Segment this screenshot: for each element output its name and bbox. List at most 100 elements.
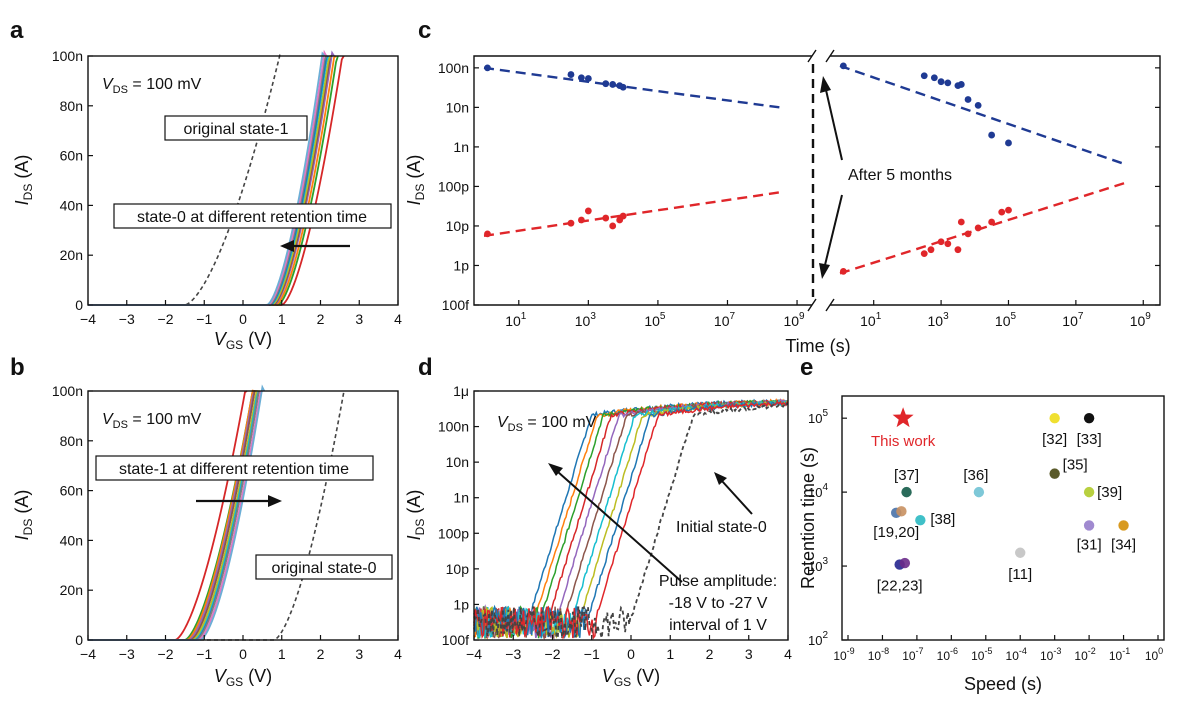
panel-b-ytick-label: 100n xyxy=(52,383,83,399)
panel-e-point xyxy=(1015,547,1026,558)
panel-c-xtick-base: 10 xyxy=(1130,313,1146,329)
panel-e-xtick-exp: -4 xyxy=(1019,646,1027,656)
panel-d-arrow-pulse-head xyxy=(548,463,563,476)
panel-d-xtick-label: 0 xyxy=(627,646,635,662)
panel-c-right-blue-point xyxy=(974,102,982,109)
panel-d-series-curve xyxy=(473,400,788,640)
panel-e-point xyxy=(1083,486,1095,498)
panel-a-xtick-label: 1 xyxy=(278,311,286,327)
panel-c-left-xtick-label: 109 xyxy=(783,311,805,329)
panel-c-right-xtick-label: 105 xyxy=(995,311,1017,329)
panel-a-ytick-label: 0 xyxy=(75,297,83,313)
panel-e-xtick-exp: -2 xyxy=(1088,646,1096,656)
panel-e-ytick-label: 103 xyxy=(808,556,828,574)
panel-d-xticks: −4 −3 −2 −1 0 1 2 3 4 xyxy=(466,635,792,662)
panel-e-xtick-label: 100 xyxy=(1145,646,1163,663)
panel-e-xtick-label: 10-6 xyxy=(937,646,958,663)
panel-c-ytick-label: 100n xyxy=(438,60,469,76)
panel-b-ytick-label: 20n xyxy=(60,582,83,598)
panel-e-xtick-exp: -7 xyxy=(916,646,924,656)
panel-e-point xyxy=(1049,468,1060,479)
panel-e-ytick-label: 102 xyxy=(808,630,828,648)
panel-e-xtick-base: 10 xyxy=(1006,649,1020,663)
panel-b-ytick-label: 80n xyxy=(60,433,83,449)
panel-d-annotation-pulse-range: -18 V to -27 V xyxy=(669,595,768,612)
panel-d-xtick-label: 3 xyxy=(745,646,753,662)
panel-d-series-curve xyxy=(473,398,788,641)
panel-e-xtick-label: 10-5 xyxy=(971,646,992,663)
panel-d-xtick-label: −2 xyxy=(545,646,561,662)
panel-e-xtick-exp: -6 xyxy=(950,646,958,656)
panel-a-ytick-label: 100n xyxy=(52,48,83,64)
panel-b-ytick-label: 0 xyxy=(75,632,83,648)
panel-e-xtick-exp: -3 xyxy=(1053,646,1061,656)
panel-b-xtick-label: −3 xyxy=(119,646,135,662)
panel-a-xtick-label: 3 xyxy=(355,311,363,327)
panel-d-series-curve xyxy=(473,400,788,640)
panel-c-annotation-after-5-months: After 5 months xyxy=(848,167,952,184)
panel-e: 10-9 10-8 10-7 10-6 10-5 10-4 10-3 10-2 10-1 100 … xyxy=(798,395,1165,694)
panel-d-annotation-initial-state-0: Initial state-0 xyxy=(676,519,767,536)
panel-c-right-red-point xyxy=(957,218,965,226)
panel-a-xtick-label: −1 xyxy=(196,311,212,327)
panel-c-left-blue-point xyxy=(609,81,617,88)
panel-c-axis-break xyxy=(807,49,835,312)
panel-e-xtick-label: 10-9 xyxy=(833,646,854,663)
panel-d-xtick-label: 4 xyxy=(784,646,792,662)
panel-e-ytick-label: 104 xyxy=(808,482,828,500)
panel-c-left-blue-point xyxy=(577,74,585,82)
panel-e-frame xyxy=(841,395,1165,641)
panel-c-right-red-point xyxy=(937,238,945,246)
panel-c-arrow-down-head xyxy=(819,263,830,279)
panel-c-left-red-point xyxy=(609,222,617,230)
panel-label-e: e xyxy=(800,354,813,381)
panel-c-left-red-point xyxy=(584,207,592,215)
panel-e-points: This work [32] [33] [37] [36] [35] [39] [19,20]… xyxy=(871,407,1136,595)
panel-a-xtick-label: 0 xyxy=(239,311,247,327)
panel-b-xtick-label: −4 xyxy=(80,646,96,662)
panel-c-xtick-base: 10 xyxy=(714,313,730,329)
panel-d-xtick-label: 2 xyxy=(706,646,714,662)
panel-b-annotation-box-2 xyxy=(255,554,393,580)
panel-d-yticks: 100f 1p 10p 100p 1n 10n 100n 1μ xyxy=(438,383,479,648)
panel-a-xtick-label: 2 xyxy=(317,311,325,327)
panel-b-ytick-label: 60n xyxy=(60,483,83,499)
panel-e-this-work-label: This work xyxy=(871,433,936,450)
panel-e-ytick-base: 10 xyxy=(808,633,822,648)
panel-c-left-blue-point xyxy=(584,75,592,82)
panel-b-annotation-original-state-0: original state-0 xyxy=(272,560,377,577)
panel-c-right-red-point xyxy=(974,224,982,232)
panel-a-ytick-label: 40n xyxy=(60,197,83,213)
panel-b-xtick-label: −2 xyxy=(158,646,174,662)
panel-c-xtick-exp: 5 xyxy=(660,311,666,322)
panel-c-ytick-label: 100p xyxy=(438,178,469,194)
panel-c-xtick-exp: 3 xyxy=(943,311,949,322)
panel-c-right-red-point xyxy=(1005,206,1012,214)
panel-d-arrow-initial-line xyxy=(721,480,753,515)
panel-e-point-label: [35] xyxy=(1063,457,1088,474)
panel-c-xtick-exp: 7 xyxy=(729,311,735,322)
panel-b-annotation-box-1 xyxy=(95,455,374,481)
panel-a-annotation-state-0: state-0 at different retention time xyxy=(137,209,367,226)
panel-c-xtick-base: 10 xyxy=(928,313,944,329)
panel-e-xtick-label: 10-1 xyxy=(1109,646,1130,663)
panel-c-right-red-point xyxy=(839,268,847,275)
panel-c-right-xtick-label: 109 xyxy=(1130,311,1152,329)
panel-e-point-overlap xyxy=(899,557,911,569)
panel-e-point-label: [32] xyxy=(1042,431,1067,448)
panel-c-right-red-point xyxy=(944,240,952,248)
panel-c-xtick-base: 10 xyxy=(505,313,521,329)
panel-e-point-label: [37] xyxy=(894,467,919,484)
panel-a-xtick-label: 4 xyxy=(394,311,402,327)
panel-d-ytick-label: 1p xyxy=(453,596,469,612)
panel-c-left-red-fit xyxy=(483,191,780,238)
panel-d-xtick-label: −1 xyxy=(584,646,600,662)
panel-a-xticks: −4 −3 −2 −1 0 1 2 3 4 xyxy=(80,300,402,327)
panel-c-left-xtick-label: 107 xyxy=(714,311,736,329)
panel-e-this-work-star xyxy=(892,407,914,428)
panel-b-yticks: 0 20n 40n 60n 80n 100n xyxy=(52,383,93,648)
panel-c-ylabel: IDS (A) xyxy=(404,155,427,206)
